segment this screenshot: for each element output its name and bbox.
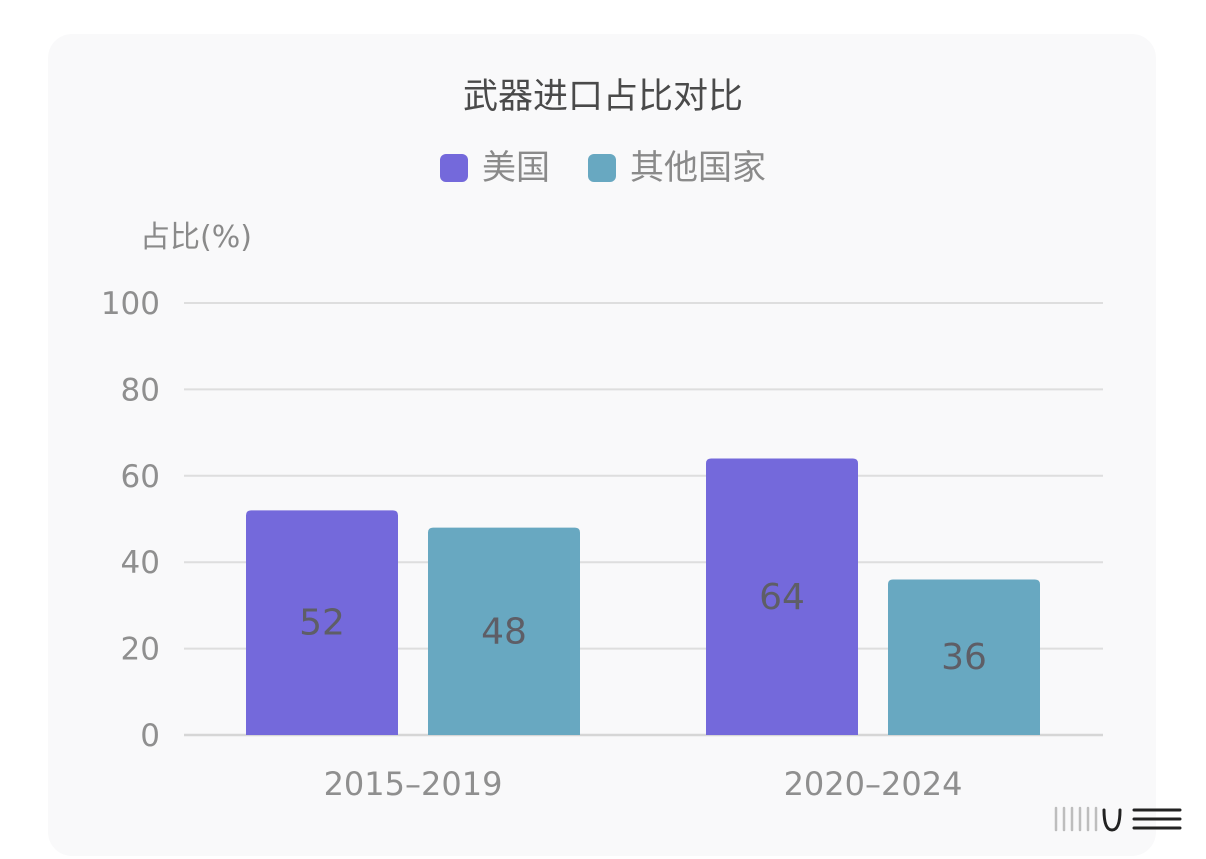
x-tick-label-0: 2015–2019	[324, 765, 503, 803]
y-tick-label-60: 60	[121, 459, 160, 495]
y-tick-label-100: 100	[101, 286, 160, 322]
bar-others-0[interactable]	[428, 527, 580, 735]
y-tick-label-80: 80	[121, 372, 160, 408]
data-label-others-1: 36	[941, 637, 987, 678]
x-tick-label-1: 2020–2024	[784, 765, 963, 803]
legend-item-usa[interactable]: 美国	[440, 146, 550, 190]
bar-usa-0[interactable]	[246, 510, 398, 735]
legend-label-others: 其他国家	[630, 148, 766, 188]
data-label-others-0: 48	[481, 611, 527, 652]
data-label-usa-1: 64	[759, 577, 805, 618]
bar-others-1[interactable]	[888, 579, 1040, 735]
legend-swatch-usa	[440, 154, 468, 182]
y-tick-label-40: 40	[121, 545, 160, 581]
bar-usa-1[interactable]	[706, 458, 858, 735]
data-label-usa-0: 52	[299, 603, 345, 644]
chart-title: 武器进口占比对比	[462, 77, 743, 117]
legend-label-usa: 美国	[482, 148, 550, 188]
watermark-logo	[1054, 806, 1182, 832]
legend-item-others[interactable]: 其他国家	[588, 146, 766, 190]
legend-swatch-others	[588, 154, 616, 182]
y-tick-label-20: 20	[121, 632, 160, 668]
y-axis-label: 占比(%)	[140, 220, 252, 255]
chart-legend: 美国 其他国家	[0, 146, 1206, 190]
y-tick-label-0: 0	[140, 718, 160, 754]
